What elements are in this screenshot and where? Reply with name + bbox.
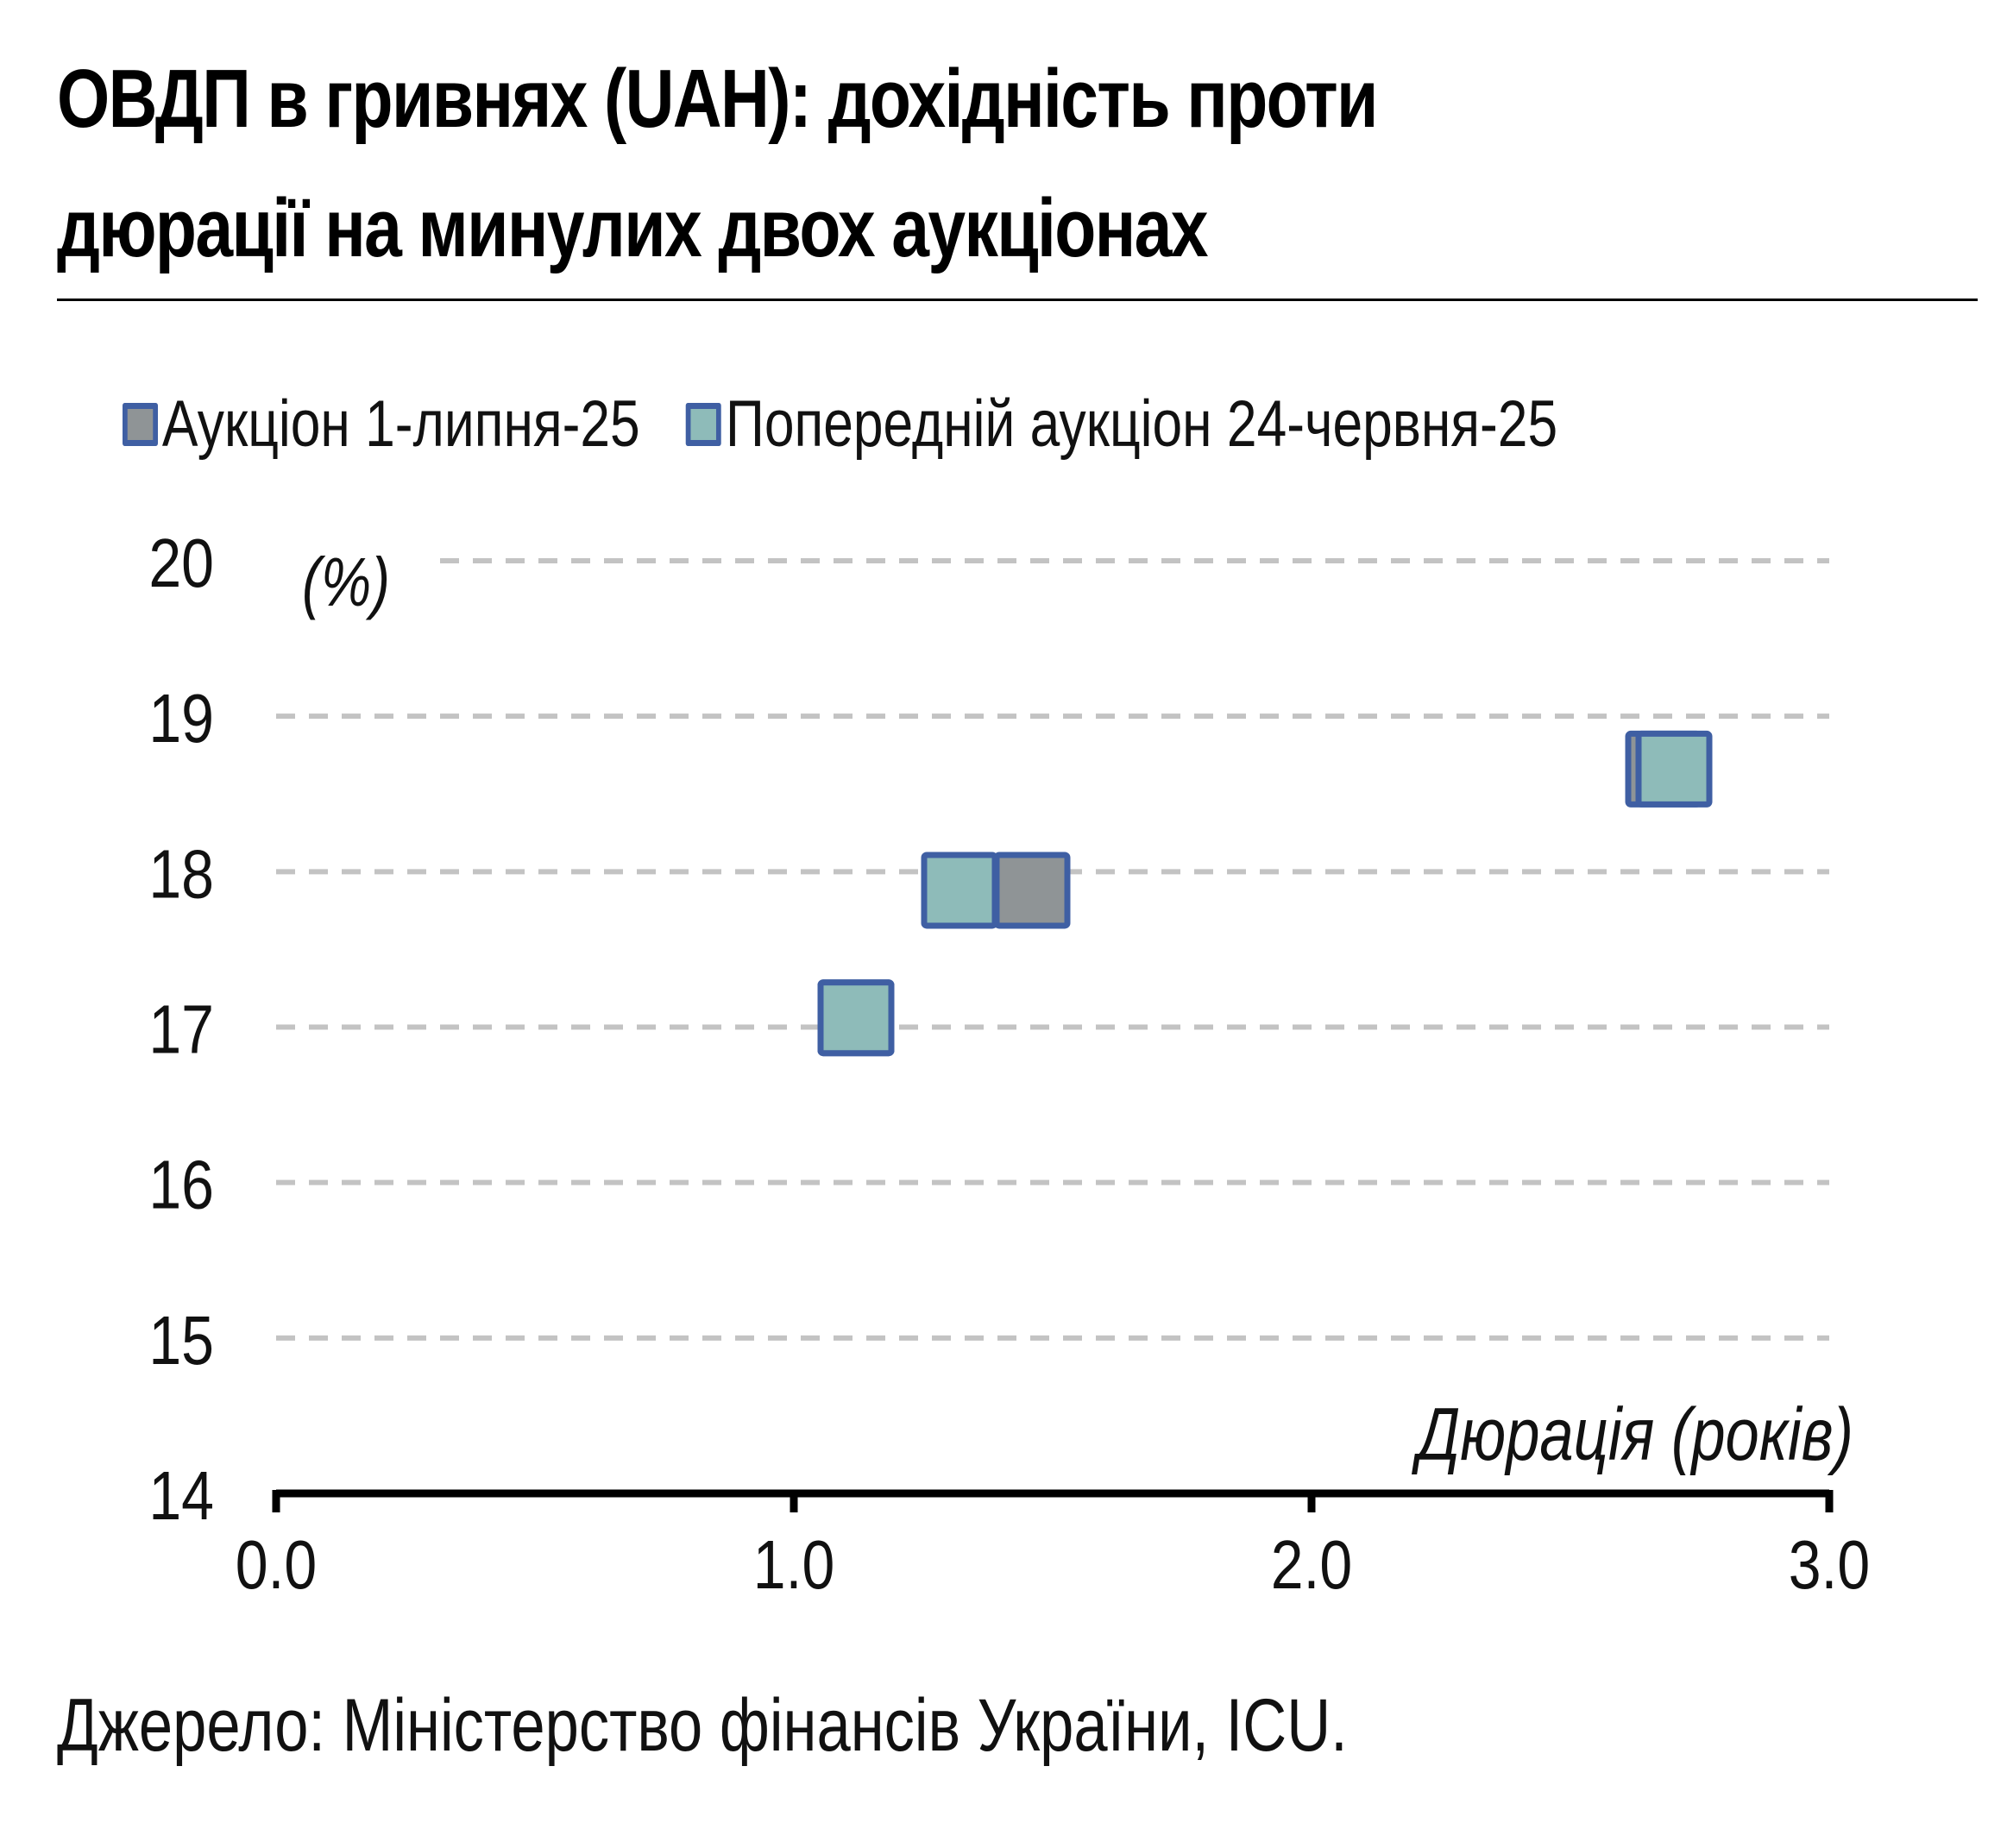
legend-label-previous: Попередній аукціон 24-червня-25	[726, 387, 1558, 462]
y-tick-label: 16	[148, 1146, 214, 1223]
grid-layer	[276, 558, 1829, 1341]
legend-item-previous: Попередній аукціон 24-червня-25	[686, 381, 1557, 463]
legend-label-current: Аукціон 1-липня-25	[161, 387, 640, 462]
x-tick-label: 0.0	[236, 1526, 318, 1603]
series-layer	[817, 730, 1713, 1057]
axis-layer	[272, 1489, 1834, 1512]
y-axis-title: (%)	[302, 544, 390, 621]
marker-series-0-point-1	[993, 852, 1071, 929]
title-divider	[57, 299, 1978, 301]
marker-series-1-point-2	[1635, 730, 1713, 808]
y-tick-label: 17	[148, 990, 214, 1067]
y-tick-label: 18	[148, 835, 214, 912]
label-layer: 20 19 18 17 16 15 14 0.0 1.0 2.0 3.0 Дюрація (років…	[148, 525, 1870, 1603]
y-tick-label: 19	[148, 680, 214, 757]
y-tick-label: 14	[148, 1457, 214, 1534]
legend-item-current: Аукціон 1-липня-25	[123, 381, 640, 463]
legend-swatch-previous	[686, 403, 722, 447]
chart-title: ОВДП в гривнях (UAH): дохідність проти д…	[57, 53, 1378, 274]
marker-series-1-point-0	[817, 979, 895, 1057]
x-tick-label: 1.0	[753, 1526, 835, 1603]
y-tick-label: 15	[148, 1302, 214, 1379]
y-tick-label: 20	[148, 525, 214, 601]
marker-series-1-point-1	[921, 852, 998, 929]
x-tick-label: 3.0	[1789, 1526, 1871, 1603]
chart-legend: Аукціон 1-липня-25 Попередній аукціон 24…	[123, 380, 1589, 461]
legend-swatch-current	[123, 403, 158, 447]
x-tick-label: 2.0	[1271, 1526, 1353, 1603]
source-note: Джерело: Міністерство фінансів України, …	[57, 1684, 1348, 1767]
x-axis-title: Дюрація (років)	[1411, 1392, 1853, 1475]
